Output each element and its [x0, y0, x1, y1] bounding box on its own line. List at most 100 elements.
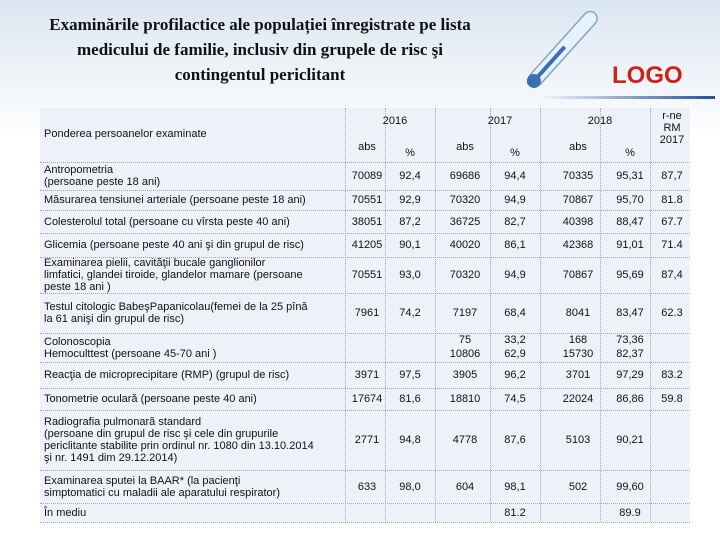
row-line: [40, 522, 690, 523]
year-header: 2018: [587, 115, 613, 127]
cell: 68,4: [504, 307, 526, 319]
sub-header: %: [510, 147, 520, 159]
cell: 94,8: [399, 434, 421, 446]
cell: 73,36: [616, 333, 644, 346]
logo-underline: [540, 96, 715, 99]
row-label: Radiografia pulmonară standard: [44, 416, 202, 428]
cell: 70335: [562, 170, 594, 182]
cell: 86,86: [616, 393, 644, 405]
cell: 2771: [354, 434, 380, 446]
cell: 5103: [565, 434, 591, 446]
row-line: [40, 388, 690, 389]
row-label: (persoane peste 18 ani): [44, 176, 161, 188]
sub-header: abs: [569, 141, 587, 153]
cell: 168: [568, 333, 588, 346]
cell: 10806: [449, 347, 481, 360]
row-label: Examinarea pielii, cavităţii bucale gang…: [44, 257, 266, 269]
cell: 95,70: [616, 194, 644, 206]
cell: 99,60: [616, 480, 644, 493]
col-line: [385, 108, 386, 522]
row-label: Tonometrie oculară (persoane peste 40 an…: [44, 393, 257, 405]
cell: 74,5: [504, 393, 526, 405]
cell: 93,0: [399, 269, 421, 281]
cell: 69686: [449, 170, 481, 182]
cell: 22024: [562, 393, 594, 405]
title: Examinările profilactice ale populației …: [20, 12, 500, 87]
col-line: [650, 108, 651, 522]
cell: 75: [458, 333, 472, 346]
cell: 81.8: [661, 194, 683, 206]
row-line: [40, 362, 690, 363]
cell: 87,2: [399, 215, 421, 228]
cell: 90,1: [399, 239, 421, 251]
row-label: şi nr. 1491 dim 29.12.2014): [44, 452, 178, 464]
sub-header: abs: [456, 141, 474, 153]
row-label: Examinarea sputei la BAAR* (la pacienţi: [44, 474, 241, 487]
cell: 83,47: [616, 307, 644, 319]
cell: 94,4: [504, 170, 526, 182]
row-line: [40, 233, 690, 234]
cell: 41205: [351, 239, 383, 251]
cell: 3905: [452, 369, 478, 381]
cell: 92,9: [399, 194, 421, 206]
cell: 97,29: [616, 369, 644, 381]
row-line: [40, 190, 690, 191]
cell: 91,01: [616, 239, 644, 251]
cell: 70867: [562, 194, 594, 206]
cell: 70320: [449, 269, 481, 281]
cell: 83.2: [661, 369, 683, 381]
cell: 81,6: [399, 393, 421, 405]
last-header: 2017: [659, 134, 685, 146]
row-label: periclitante stabilite prin ordinul nr. …: [44, 440, 314, 452]
row-label: Reacţia de microprecipitare (RMP) (grupu…: [44, 369, 290, 381]
cell: 59.8: [661, 393, 683, 405]
row-label: la 61 anişi din grupul de risc): [44, 313, 185, 325]
row-label: Colonoscopia: [44, 335, 111, 348]
row-line: [40, 210, 690, 211]
cell: 42368: [562, 239, 594, 251]
last-header: r-ne: [662, 110, 682, 122]
col-line: [345, 108, 346, 522]
cell: 17674: [351, 393, 383, 405]
cell: 38051: [351, 215, 383, 228]
logo: LOGO: [612, 62, 683, 89]
last-header: RM: [663, 122, 681, 134]
cell: 36725: [449, 215, 481, 228]
cell: 62,9: [504, 347, 526, 360]
row-line: [40, 162, 690, 163]
cell: 95,31: [616, 170, 644, 182]
cell: 74,2: [399, 307, 421, 319]
cell: 67.7: [661, 215, 683, 228]
row-label: Colesterolul total (persoane cu vîrsta p…: [44, 215, 290, 228]
cell: 97,5: [399, 369, 421, 381]
cell: 96,2: [504, 369, 526, 381]
cell: 92,4: [399, 170, 421, 182]
cell: 4778: [452, 434, 478, 446]
cell: 40398: [562, 215, 594, 228]
row-label: Măsurarea tensiunei arteriale (persoane …: [44, 194, 306, 206]
row-line: [40, 503, 690, 504]
thermometer: [526, 10, 598, 88]
title-line: contingentul periclitant: [174, 65, 346, 84]
cell: 90,21: [616, 434, 644, 446]
cell: 18810: [449, 393, 481, 405]
col-line: [600, 108, 601, 522]
cell: 82,37: [616, 347, 644, 360]
cell: 7197: [452, 307, 478, 319]
cell: 95,69: [616, 269, 644, 281]
cell: 81.2: [504, 506, 526, 519]
row-line: [40, 293, 690, 294]
cell: 98,0: [399, 480, 421, 493]
cell: 70089: [351, 170, 383, 182]
row-label: În mediu: [44, 506, 87, 519]
row-line: [40, 470, 690, 471]
title-line: medicului de familie, inclusiv din grupe…: [77, 40, 443, 59]
cell: 70551: [351, 269, 383, 281]
cell: 82,7: [504, 215, 526, 228]
corner-label: Ponderea persoanelor examinate: [44, 128, 207, 140]
cell: 70551: [351, 194, 383, 206]
col-line: [540, 108, 541, 522]
cell: 70867: [562, 269, 594, 281]
row-label: peste 18 ani ): [44, 281, 111, 293]
